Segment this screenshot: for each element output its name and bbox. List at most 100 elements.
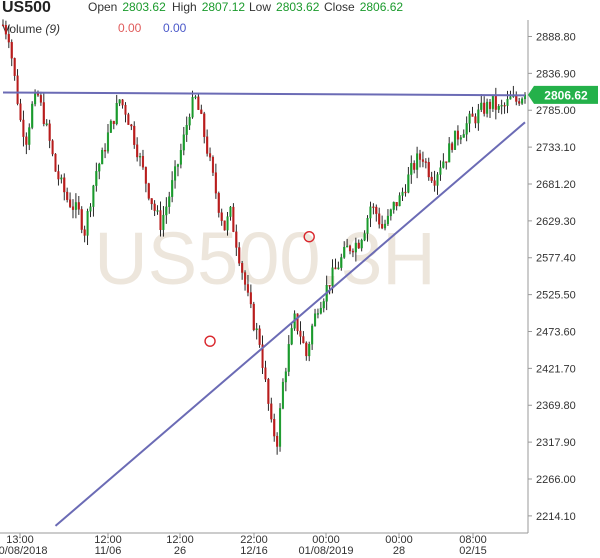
bullish-candle [453, 130, 457, 150]
bullish-candle [139, 156, 142, 158]
price-tick-label: 2836.90 [536, 68, 576, 80]
bearish-candle [147, 183, 150, 199]
price-axis[interactable]: 2888.80 2836.90 2785.00 2733.10 2681.20 2629.… [527, 20, 598, 533]
bearish-candle [104, 150, 107, 152]
bearish-candle [124, 104, 127, 115]
bullish-candle [343, 246, 346, 258]
bearish-candle [276, 435, 279, 447]
bullish-candle [468, 113, 471, 124]
price-tick-label: 2317.90 [536, 437, 576, 449]
bullish-candle [115, 103, 118, 125]
bullish-candle [226, 216, 229, 231]
bullish-candle [194, 96, 197, 98]
bullish-candle [506, 99, 509, 106]
bullish-candle [31, 103, 34, 128]
low-label: Low [249, 0, 272, 14]
bearish-candle [208, 153, 212, 158]
bullish-candle [331, 267, 334, 287]
bullish-candle [337, 267, 340, 270]
bullish-candle [383, 223, 387, 229]
bearish-candle [515, 95, 518, 102]
bearish-candle [48, 123, 51, 141]
bearish-candle [63, 177, 66, 193]
bearish-candle [71, 206, 75, 210]
bullish-candle [74, 202, 77, 210]
last-price-label: 2806.62 [544, 88, 588, 102]
bearish-candle [42, 102, 45, 125]
price-tick-label: 2214.10 [536, 511, 576, 523]
bearish-candle [159, 210, 162, 231]
open-value: 2803.62 [122, 0, 166, 14]
bullish-candle [521, 98, 524, 104]
bullish-candle [171, 180, 174, 197]
bullish-candle [86, 211, 89, 236]
bullish-candle [407, 174, 410, 193]
time-tick-date: 11/06 [95, 545, 122, 557]
bearish-candle [13, 58, 16, 76]
bearish-candle [54, 153, 57, 172]
bullish-candle [179, 150, 182, 165]
bullish-candle [436, 174, 439, 186]
time-tick-label: 00:00 [385, 534, 413, 546]
bullish-candle [45, 123, 48, 125]
bullish-candle [60, 177, 63, 180]
resistance-trendline[interactable] [2, 91, 526, 97]
bullish-candle [340, 257, 343, 268]
bearish-candle [421, 159, 424, 162]
bearish-candle [433, 180, 436, 186]
high-value: 2807.12 [201, 0, 246, 14]
bullish-candle [346, 245, 349, 248]
symbol-label: US500 [2, 0, 51, 16]
bullish-candle [313, 313, 317, 327]
bullish-candle [389, 209, 392, 217]
bearish-candle [80, 209, 83, 230]
bullish-candle [386, 215, 389, 225]
bearish-candle [69, 199, 72, 207]
bearish-candle [267, 379, 270, 404]
support-trendline[interactable] [54, 121, 526, 527]
bearish-candle [273, 419, 276, 437]
bearish-candle [518, 101, 521, 104]
bullish-candle [284, 371, 287, 383]
bearish-candle [252, 303, 255, 331]
bullish-candle [319, 307, 322, 314]
bullish-candle [28, 127, 31, 145]
time-tick-date: 26 [174, 545, 186, 557]
bullish-candle [459, 137, 462, 140]
price-tick-label: 2421.70 [536, 363, 576, 375]
bearish-candle [238, 247, 241, 264]
bearish-candle [471, 113, 474, 117]
bearish-candle [305, 342, 308, 357]
bullish-candle [98, 163, 101, 172]
time-axis[interactable]: 13:0010/08/201812:0011/0612:002622:0012/… [0, 532, 528, 557]
price-tick-label: 2733.10 [536, 142, 576, 154]
price-tick-label: 2888.80 [536, 31, 576, 43]
bullish-candle [34, 93, 37, 105]
bullish-candle [290, 328, 293, 345]
open-label: Open [88, 0, 118, 14]
bearish-candle [112, 120, 115, 125]
close-label: Close [324, 0, 355, 14]
bearish-candle [372, 206, 375, 208]
bullish-candle [448, 143, 451, 163]
bearish-candle [445, 161, 448, 163]
bearish-candle [19, 103, 22, 121]
bullish-candle [174, 166, 177, 181]
bearish-candle [130, 124, 133, 127]
time-tick-label: 12:00 [94, 534, 122, 546]
candles [1, 19, 527, 455]
bearish-candle [22, 119, 25, 137]
bearish-candle [197, 96, 200, 110]
bearish-candle [348, 245, 352, 252]
volume-period: (9) [45, 22, 61, 36]
bearish-candle [395, 201, 398, 207]
bearish-candle [203, 113, 206, 137]
price-tick-label: 2785.00 [536, 105, 576, 117]
bearish-candle [381, 224, 384, 229]
bullish-candle [255, 328, 258, 331]
bearish-candle [235, 231, 238, 248]
price-tick-label: 2266.00 [536, 474, 576, 486]
bullish-candle [185, 125, 188, 135]
time-tick-label: 13:00 [6, 534, 34, 546]
